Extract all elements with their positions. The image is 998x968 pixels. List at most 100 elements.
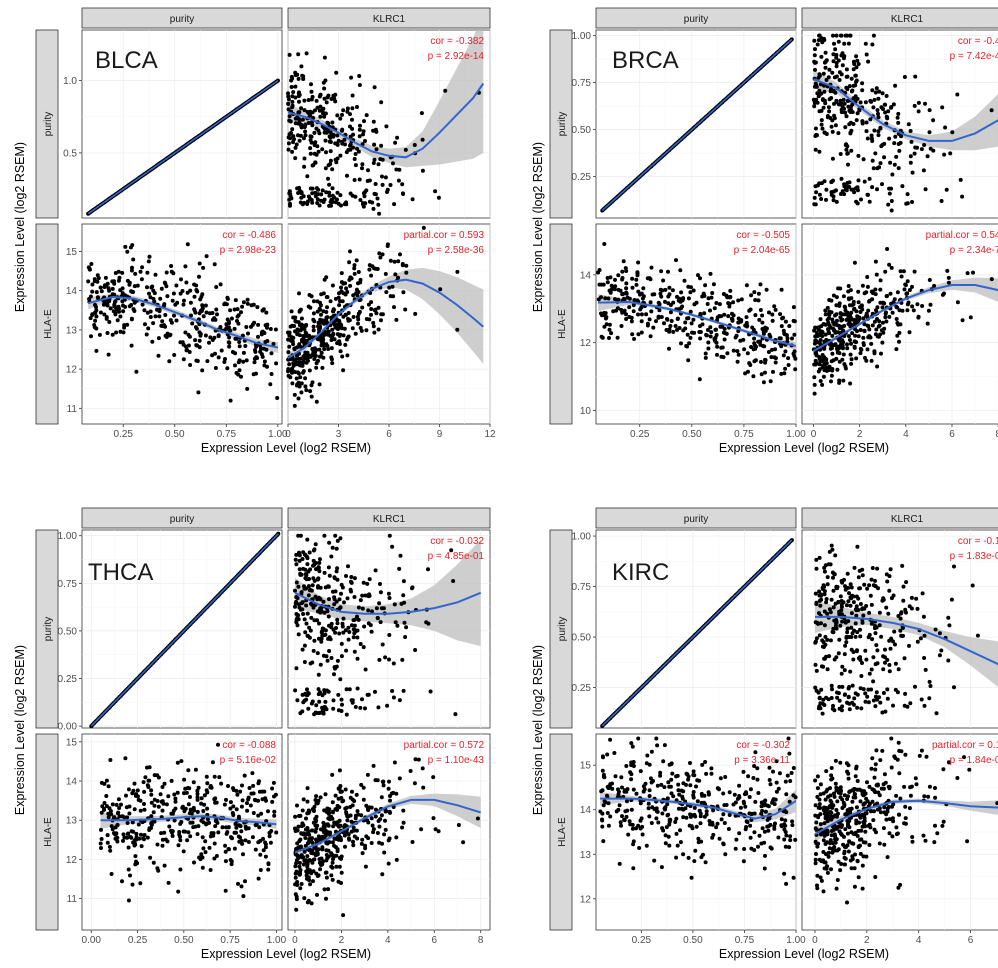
data-point	[639, 319, 644, 324]
data-point	[326, 823, 331, 828]
data-point	[227, 335, 232, 340]
data-point	[239, 829, 244, 834]
x-tick-label: 9	[437, 429, 443, 440]
data-point	[310, 828, 315, 833]
data-point	[401, 290, 406, 295]
cancer-label: THCA	[88, 559, 153, 586]
data-point	[842, 652, 847, 657]
data-point	[371, 763, 376, 768]
data-point	[918, 636, 923, 641]
data-point	[836, 58, 841, 63]
data-point	[337, 824, 341, 829]
data-point	[302, 354, 307, 358]
y-axis-title: Expression Level (log2 RSEM)	[531, 142, 545, 312]
data-point	[194, 343, 199, 348]
data-point	[205, 781, 210, 786]
data-point	[240, 783, 244, 788]
data-point	[942, 291, 946, 296]
data-point	[792, 319, 797, 324]
data-point	[256, 840, 261, 845]
data-point	[849, 310, 854, 315]
data-point	[901, 633, 905, 638]
data-point	[386, 838, 391, 843]
data-point	[335, 658, 340, 663]
data-point	[247, 786, 252, 790]
data-point	[814, 330, 819, 335]
data-point	[351, 145, 356, 150]
data-point	[151, 860, 156, 865]
data-point	[301, 194, 306, 199]
data-point	[895, 290, 900, 295]
data-point	[301, 136, 306, 141]
data-point	[705, 328, 710, 332]
data-point	[355, 105, 359, 109]
data-point	[299, 316, 304, 321]
data-point	[865, 275, 870, 279]
data-point	[286, 91, 290, 96]
data-point	[841, 328, 846, 333]
data-point	[296, 76, 301, 81]
data-point	[952, 564, 956, 569]
data-point	[325, 129, 330, 134]
data-point	[299, 190, 304, 195]
data-point	[185, 838, 190, 843]
data-point	[335, 803, 340, 808]
data-point	[843, 692, 847, 697]
data-point	[373, 192, 378, 197]
data-point	[333, 200, 338, 205]
row-strip-label: HLA-E	[557, 309, 568, 339]
data-point	[706, 296, 711, 301]
x-tick-label: 0.75	[217, 429, 237, 440]
data-point	[420, 168, 425, 173]
data-point	[299, 322, 304, 327]
data-point	[345, 335, 350, 340]
data-point	[849, 357, 854, 362]
data-point	[301, 797, 306, 802]
data-point	[905, 704, 910, 709]
data-point	[310, 191, 315, 196]
data-point	[420, 766, 425, 771]
data-point	[330, 800, 335, 805]
data-point	[931, 118, 936, 123]
data-point	[203, 850, 208, 855]
data-point	[167, 824, 172, 829]
data-point	[860, 661, 864, 665]
data-point	[831, 52, 836, 57]
data-point	[239, 374, 243, 379]
data-point	[117, 309, 121, 314]
data-point	[250, 771, 255, 776]
data-point	[160, 785, 165, 789]
data-point	[369, 312, 373, 317]
data-point	[385, 242, 390, 247]
data-point	[829, 683, 834, 688]
data-point	[865, 192, 870, 197]
data-point	[714, 333, 719, 337]
data-point	[823, 308, 828, 313]
data-point	[692, 330, 697, 335]
hlae-purity-fit-line	[100, 815, 277, 826]
data-point	[735, 359, 740, 364]
data-point	[219, 781, 224, 786]
data-point	[862, 582, 867, 587]
data-point	[239, 310, 243, 315]
data-point	[379, 795, 384, 800]
data-point	[190, 820, 195, 825]
data-point	[849, 647, 854, 652]
data-point	[297, 814, 301, 818]
data-point	[875, 566, 880, 571]
data-point	[99, 810, 104, 815]
data-point	[141, 780, 146, 785]
data-point	[241, 350, 246, 355]
data-point	[691, 317, 696, 322]
data-point	[738, 338, 743, 343]
data-point	[127, 811, 132, 816]
data-point	[310, 807, 315, 812]
data-point	[353, 194, 358, 199]
data-point	[346, 637, 351, 642]
data-point	[307, 336, 312, 341]
data-point	[320, 365, 325, 370]
data-point	[779, 371, 784, 376]
data-point	[408, 769, 413, 773]
